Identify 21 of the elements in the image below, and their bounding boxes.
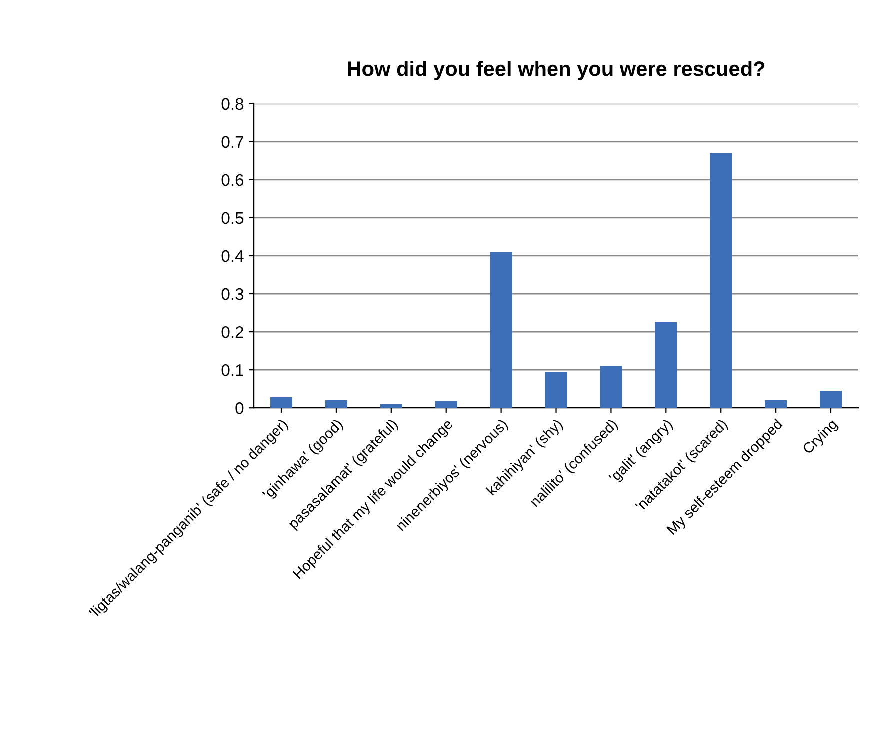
bar xyxy=(600,366,622,408)
bar xyxy=(710,153,732,408)
y-tick-label: 0.2 xyxy=(222,326,244,338)
bar xyxy=(765,400,788,408)
y-tick-label: 0 xyxy=(236,402,244,414)
bar xyxy=(655,322,678,408)
chart-title: How did you feel when you were rescued? xyxy=(348,61,765,80)
bar xyxy=(490,252,512,408)
bar xyxy=(380,404,402,408)
y-tick-label: 0.1 xyxy=(222,364,244,376)
y-tick-label: 0.7 xyxy=(222,136,244,148)
bar xyxy=(270,397,293,408)
y-tick-label: 0.5 xyxy=(222,212,244,224)
bar xyxy=(545,372,568,408)
y-tick-label: 0.3 xyxy=(222,288,244,300)
y-tick-label: 0.8 xyxy=(222,98,244,110)
bar xyxy=(435,401,458,408)
bar xyxy=(325,400,348,408)
y-tick-label: 0.6 xyxy=(222,174,244,186)
bar xyxy=(820,390,842,408)
y-tick-label: 0.4 xyxy=(222,250,244,262)
